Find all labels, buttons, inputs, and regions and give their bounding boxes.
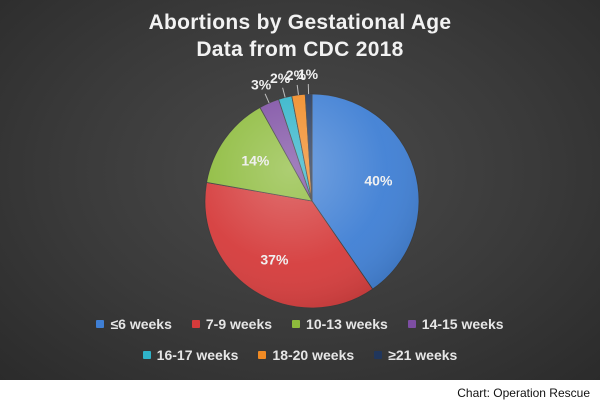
data-label: 37% bbox=[260, 252, 289, 268]
legend-swatch bbox=[142, 351, 151, 359]
data-label: 40% bbox=[364, 172, 393, 188]
legend-swatch bbox=[258, 351, 267, 359]
pie-data-labels: 40%37%14%3%2%2%1% bbox=[241, 66, 393, 267]
legend-label: 18-20 weeks bbox=[272, 347, 355, 363]
legend-label: ≤6 weeks bbox=[110, 316, 172, 332]
legend-row-2: 16-17 weeks 18-20 weeks ≥21 weeks bbox=[0, 347, 600, 363]
pie-leader-lines bbox=[264, 84, 310, 104]
pie-slices bbox=[204, 93, 420, 309]
legend-swatch bbox=[374, 351, 383, 359]
legend-swatch bbox=[96, 320, 105, 328]
legend-label: 7-9 weeks bbox=[205, 316, 273, 332]
data-label: 14% bbox=[241, 153, 270, 169]
legend-swatch bbox=[407, 320, 416, 328]
leader-line bbox=[264, 93, 270, 104]
source-credit: Chart: Operation Rescue bbox=[457, 386, 590, 400]
legend-item: 16-17 weeks bbox=[142, 347, 239, 363]
legend-item: 10-13 weeks bbox=[292, 316, 388, 332]
data-label: 2% bbox=[270, 70, 291, 86]
legend-item: ≥21 weeks bbox=[374, 347, 457, 363]
chart-title-line-1: Abortions by Gestational Age bbox=[148, 11, 452, 34]
legend-label: ≥21 weeks bbox=[388, 347, 458, 363]
legend-row-1: ≤6 weeks 7-9 weeks 10-13 weeks 14-15 weeks bbox=[0, 316, 600, 332]
data-label: 2% bbox=[286, 67, 307, 83]
legend-label: 16-17 weeks bbox=[156, 347, 239, 363]
leader-line bbox=[296, 84, 299, 95]
legend-item: ≤6 weeks bbox=[96, 316, 172, 332]
legend-item: 14-15 weeks bbox=[407, 316, 504, 332]
data-label: 1% bbox=[298, 66, 319, 82]
legend-label: 14-15 weeks bbox=[421, 316, 504, 332]
leader-line bbox=[282, 87, 286, 98]
data-label: 3% bbox=[251, 77, 272, 93]
legend-item: 7-9 weeks bbox=[191, 316, 273, 332]
chart-title-line-2: Data from CDC 2018 bbox=[196, 38, 404, 61]
chart-area: Abortions by Gestational Age Data from C… bbox=[0, 0, 600, 380]
legend-swatch bbox=[292, 320, 301, 328]
legend-swatch bbox=[191, 320, 200, 328]
legend-item: 18-20 weeks bbox=[258, 347, 354, 363]
legend-label: 10-13 weeks bbox=[306, 316, 388, 332]
